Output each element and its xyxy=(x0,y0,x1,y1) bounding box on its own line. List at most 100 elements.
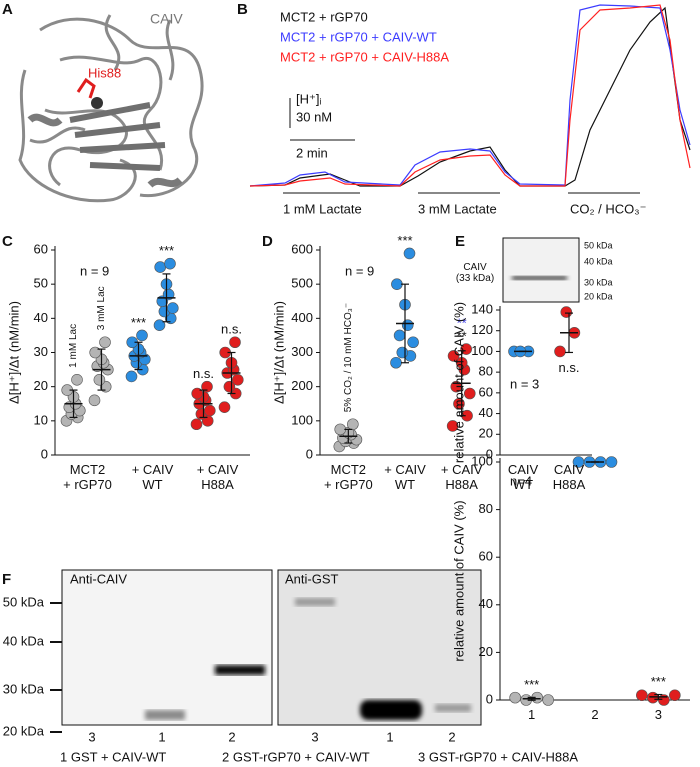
x-tick-label: MCT2 + rGP70 xyxy=(63,462,112,492)
y-axis-label: relative amount of CAIV (%) xyxy=(451,302,466,463)
y-tick-label: 400 xyxy=(291,310,313,325)
significance-label: ** xyxy=(457,329,467,344)
data-point xyxy=(390,356,402,369)
structure-label: CAIV xyxy=(150,11,183,27)
data-point xyxy=(509,691,521,704)
y-tick-label: 120 xyxy=(471,322,493,337)
lane-label: 2 xyxy=(228,729,235,744)
y-tick-label: 80 xyxy=(479,501,493,516)
n-label: n = 9 xyxy=(345,263,374,278)
n-label: n=4 xyxy=(510,473,532,488)
y-tick-label: 0 xyxy=(486,691,493,706)
data-point xyxy=(99,336,111,349)
y-tick-label: 60 xyxy=(479,384,493,399)
panel-letter: F xyxy=(2,571,11,588)
scale-label: 30 nM xyxy=(296,109,332,124)
data-point xyxy=(560,306,573,318)
marker-label: 20 kDa xyxy=(3,723,45,738)
lane-label: 2 xyxy=(448,729,455,744)
blot xyxy=(277,569,482,726)
lane-legend: 2 GST-rGP70 + CAIV-WT xyxy=(222,749,370,764)
inset-blot xyxy=(502,237,580,303)
data-point xyxy=(229,336,241,349)
panel-letter: A xyxy=(2,1,13,18)
data-point xyxy=(218,401,231,413)
scale-label: 2 min xyxy=(296,145,328,160)
y-tick-label: 80 xyxy=(479,364,493,379)
y-tick-label: 0 xyxy=(486,446,493,461)
blot-band xyxy=(145,710,185,720)
y-tick-label: 40 xyxy=(34,310,48,325)
group-note: 1 mM Lac xyxy=(68,324,79,368)
data-point xyxy=(93,374,106,386)
y-tick-label: 500 xyxy=(291,276,313,291)
n-label: n = 3 xyxy=(510,376,539,391)
y-tick-label: 30 xyxy=(34,344,48,359)
group-note: 5% CO₂ / 10 mM HCO₃⁻ xyxy=(343,303,354,412)
blot-band xyxy=(215,665,265,675)
data-point xyxy=(223,380,236,393)
data-point xyxy=(403,247,416,260)
y-tick-label: 200 xyxy=(291,378,313,393)
lane-label: 1 xyxy=(386,729,393,744)
panel-letter: C xyxy=(2,233,13,250)
data-point xyxy=(164,257,176,270)
data-point xyxy=(190,418,203,431)
data-point xyxy=(334,423,347,436)
data-point xyxy=(167,302,179,314)
data-point xyxy=(669,689,681,702)
data-point xyxy=(89,346,101,359)
x-tick-label: + CAIV H88A xyxy=(196,462,239,492)
data-point xyxy=(154,261,166,273)
y-axis-label: relative amount of CAIV (%) xyxy=(451,500,466,661)
data-point xyxy=(391,278,403,290)
significance-label: *** xyxy=(651,674,666,689)
marker-label: 50 kDa xyxy=(584,240,613,250)
protein-structure xyxy=(18,14,204,203)
significance-label: *** xyxy=(524,677,539,692)
significance-label: *** xyxy=(131,315,146,330)
marker-label: 40 kDa xyxy=(3,633,45,648)
data-point xyxy=(204,404,216,417)
data-point xyxy=(636,689,648,702)
marker-label: 50 kDa xyxy=(3,594,45,609)
data-point xyxy=(463,387,476,400)
y-tick-label: 100 xyxy=(471,453,493,468)
n-label: n = 9 xyxy=(80,263,109,278)
x-tick-label: 2 xyxy=(591,707,599,722)
significance-label: n.s. xyxy=(559,360,580,375)
blot-title: Anti-CAIV xyxy=(70,571,127,586)
significance-label: n.s. xyxy=(193,366,214,381)
y-tick-label: 100 xyxy=(471,343,493,358)
data-point xyxy=(542,694,554,706)
x-tick-label: + CAIV H88A xyxy=(440,462,483,492)
data-point xyxy=(407,336,419,349)
lane-label: 3 xyxy=(88,729,95,744)
x-tick-label: CAIV H88A xyxy=(552,462,586,492)
data-point xyxy=(201,380,213,393)
data-point xyxy=(88,394,101,407)
marker-label: 30 kDa xyxy=(3,681,45,696)
blot-band xyxy=(435,704,471,712)
his88-residue xyxy=(76,77,96,99)
y-tick-label: 20 xyxy=(479,426,493,441)
significance-label: *** xyxy=(159,243,174,258)
x-tick-label: + CAIV WT xyxy=(131,462,174,492)
significance-label: ** xyxy=(457,316,467,331)
data-point xyxy=(605,456,618,468)
marker-label: 30 kDa xyxy=(584,277,613,287)
y-tick-label: 20 xyxy=(34,378,48,393)
y-tick-label: 0 xyxy=(41,446,48,461)
y-tick-label: 300 xyxy=(291,344,313,359)
blot-title: Anti-GST xyxy=(285,571,339,586)
blot xyxy=(61,569,273,726)
panel-letter: E xyxy=(455,233,465,250)
legend-entry: MCT2 + rGP70 + CAIV-H88A xyxy=(280,49,449,64)
lane-label: 1 xyxy=(158,729,165,744)
legend-entry: MCT2 + rGP70 + CAIV-WT xyxy=(280,29,437,44)
y-tick-label: 50 xyxy=(34,276,48,291)
y-tick-label: 60 xyxy=(479,549,493,564)
data-point xyxy=(401,319,414,331)
blot-band xyxy=(512,276,567,280)
